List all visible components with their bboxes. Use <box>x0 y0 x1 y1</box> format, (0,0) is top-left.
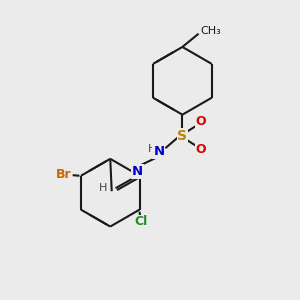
Text: N: N <box>153 145 164 158</box>
Text: CH₃: CH₃ <box>201 26 221 36</box>
Text: Cl: Cl <box>134 215 148 229</box>
Text: H: H <box>148 144 157 154</box>
Text: S: S <box>177 129 188 143</box>
Text: O: O <box>195 115 206 128</box>
Text: H: H <box>99 183 108 193</box>
Text: Br: Br <box>56 168 72 181</box>
Text: O: O <box>195 143 206 157</box>
Text: N: N <box>132 165 143 178</box>
